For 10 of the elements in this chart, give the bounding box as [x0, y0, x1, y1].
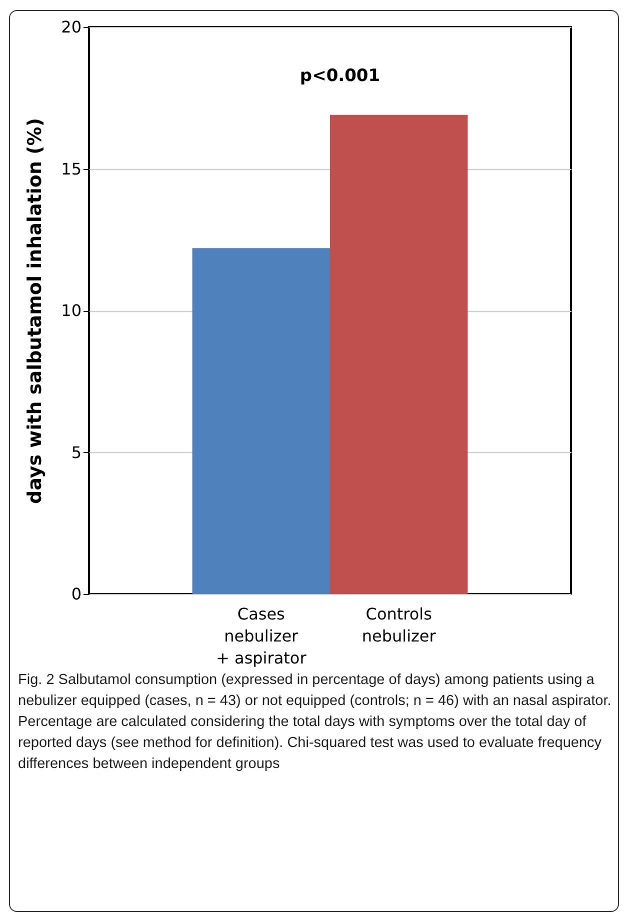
y-tick-label: 20 [61, 18, 82, 36]
y-tick-label: 15 [61, 159, 82, 178]
y-tick-label: 10 [61, 301, 82, 320]
y-axis-title: days with salbutamol inhalation (%) [24, 118, 46, 504]
caption: Fig. 2 Salbutamol consumption (expressed in percentage of days) among patients using a nebulizer equipped (cases, n = 43) or not equipped (controls; n = 46) with an nasal aspirator. Percentage are calculated considering the total days with symptoms over the total day of reported days (see method for definition). Chi-squared test was used to evaluate frequency differences between independent groups [18, 671, 612, 774]
y-tick-label: 5 [71, 442, 82, 462]
annotation: p<0.001 [300, 66, 380, 86]
y-tick-label: 0 [71, 584, 82, 604]
x-tick-label: Cases nebulizer + aspirator [216, 604, 307, 668]
x-tick-label: Controls nebulizer [362, 604, 436, 646]
